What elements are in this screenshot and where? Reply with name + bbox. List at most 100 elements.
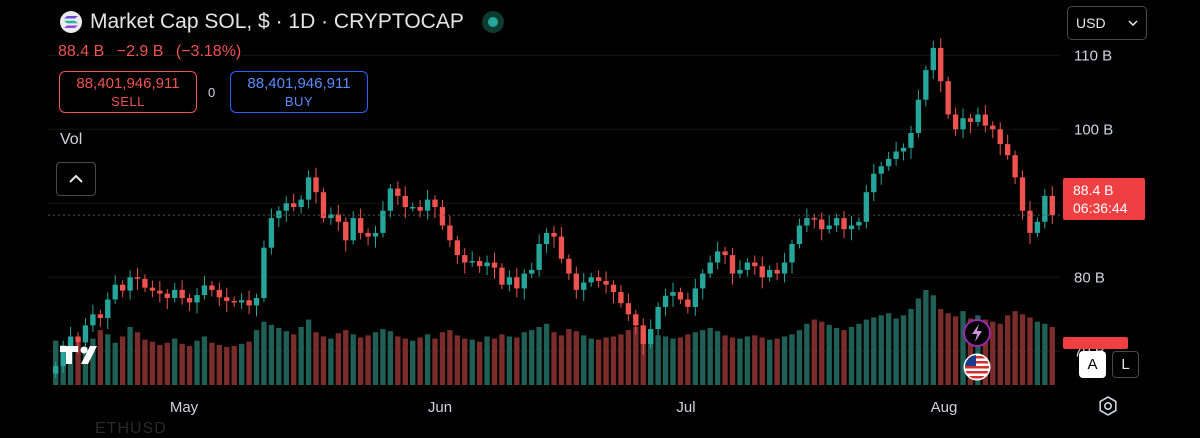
volume-bar: [97, 330, 104, 385]
chart-title-bar[interactable]: Market Cap SOL, $ · 1D · CRYPTOCAP: [60, 10, 504, 34]
candle-body: [447, 225, 453, 241]
volume-bar: [722, 335, 728, 385]
candle: [521, 269, 527, 300]
candle: [491, 252, 498, 279]
candle: [692, 278, 698, 316]
volume-bar: [1004, 315, 1011, 385]
candle: [625, 293, 632, 321]
volume-bar: [179, 343, 185, 385]
volume-bar: [305, 319, 312, 385]
volume-bar: [573, 331, 579, 385]
candle-body: [276, 210, 282, 219]
spread-value: 0: [208, 85, 216, 100]
volume-bar: [789, 334, 795, 385]
volume-bar: [506, 336, 513, 385]
candle: [863, 185, 870, 229]
volume-bar: [900, 315, 907, 385]
volume-bars: [53, 290, 1055, 385]
volume-bar: [462, 338, 468, 385]
log-scale-button[interactable]: L: [1112, 351, 1139, 378]
candle: [975, 107, 981, 127]
candle: [566, 254, 572, 281]
volume-bar: [930, 295, 936, 385]
candle-body: [826, 225, 832, 230]
candle-body: [558, 236, 565, 259]
candle-body: [119, 284, 126, 291]
buy-button[interactable]: 88,401,946,911 BUY: [230, 71, 368, 113]
volume-bar: [402, 338, 408, 385]
volume-bar: [893, 318, 899, 385]
candle: [462, 248, 468, 274]
candle-body: [149, 287, 156, 291]
candle: [149, 280, 156, 298]
volume-bar: [514, 337, 520, 385]
auto-scale-button[interactable]: A: [1079, 351, 1106, 378]
volume-bar: [707, 328, 713, 385]
candle-body: [380, 210, 386, 233]
candle-body: [603, 281, 609, 285]
volume-bar: [737, 338, 743, 385]
collapse-legend-button[interactable]: [56, 162, 96, 196]
candle: [343, 217, 349, 252]
candle: [335, 204, 342, 231]
us-flag-icon[interactable]: [962, 352, 992, 382]
candle: [1049, 186, 1055, 225]
volume-bar: [878, 315, 884, 385]
sell-button[interactable]: 88,401,946,911 SELL: [59, 71, 197, 113]
candle-body: [261, 247, 267, 299]
candle-body: [283, 203, 289, 211]
volume-bar: [685, 334, 691, 385]
candle: [796, 218, 803, 249]
gear-icon[interactable]: [1097, 395, 1119, 417]
candle: [997, 122, 1003, 156]
volume-bar: [997, 323, 1003, 385]
candle-body: [112, 284, 118, 300]
volume-bar: [231, 345, 237, 385]
volume-bar: [105, 334, 111, 385]
tradingview-logo-icon[interactable]: [60, 344, 106, 366]
volume-bar: [670, 338, 676, 385]
candle: [558, 226, 565, 264]
candle-body: [610, 284, 617, 293]
candle: [908, 125, 914, 159]
candle-body: [529, 269, 535, 274]
currency-select[interactable]: USD: [1067, 6, 1147, 40]
candle: [655, 302, 661, 336]
candle-body: [811, 218, 817, 220]
candle-body: [320, 192, 327, 219]
volume-bar: [283, 331, 289, 385]
candle: [380, 201, 386, 238]
volume-bar: [700, 330, 706, 385]
volume-bar: [885, 313, 892, 385]
candle-body: [142, 278, 148, 288]
candle: [1027, 201, 1033, 244]
candle: [246, 290, 252, 315]
volume-bar: [90, 338, 96, 385]
volume-bar: [558, 335, 565, 385]
candle: [595, 270, 602, 288]
candle: [499, 263, 505, 290]
candle: [700, 269, 706, 300]
candle: [484, 255, 490, 276]
volume-bar: [804, 323, 810, 385]
volume-bar: [320, 336, 327, 385]
volume-bar: [856, 323, 862, 385]
volume-bar: [603, 337, 609, 385]
candle-body: [997, 129, 1003, 145]
candle-body: [833, 218, 840, 226]
candle: [119, 280, 126, 298]
candle-body: [476, 261, 483, 267]
lightning-icon[interactable]: [962, 318, 992, 348]
volume-bar: [529, 330, 535, 385]
volume-bar: [990, 321, 996, 385]
volume-bar: [194, 340, 200, 385]
volume-bar: [380, 329, 386, 385]
volume-bar: [410, 340, 416, 385]
candle: [1004, 134, 1011, 160]
candle: [714, 241, 721, 270]
volume-bar: [729, 337, 736, 385]
candle: [1019, 170, 1026, 220]
candle-body: [246, 300, 252, 306]
candle: [224, 287, 230, 313]
